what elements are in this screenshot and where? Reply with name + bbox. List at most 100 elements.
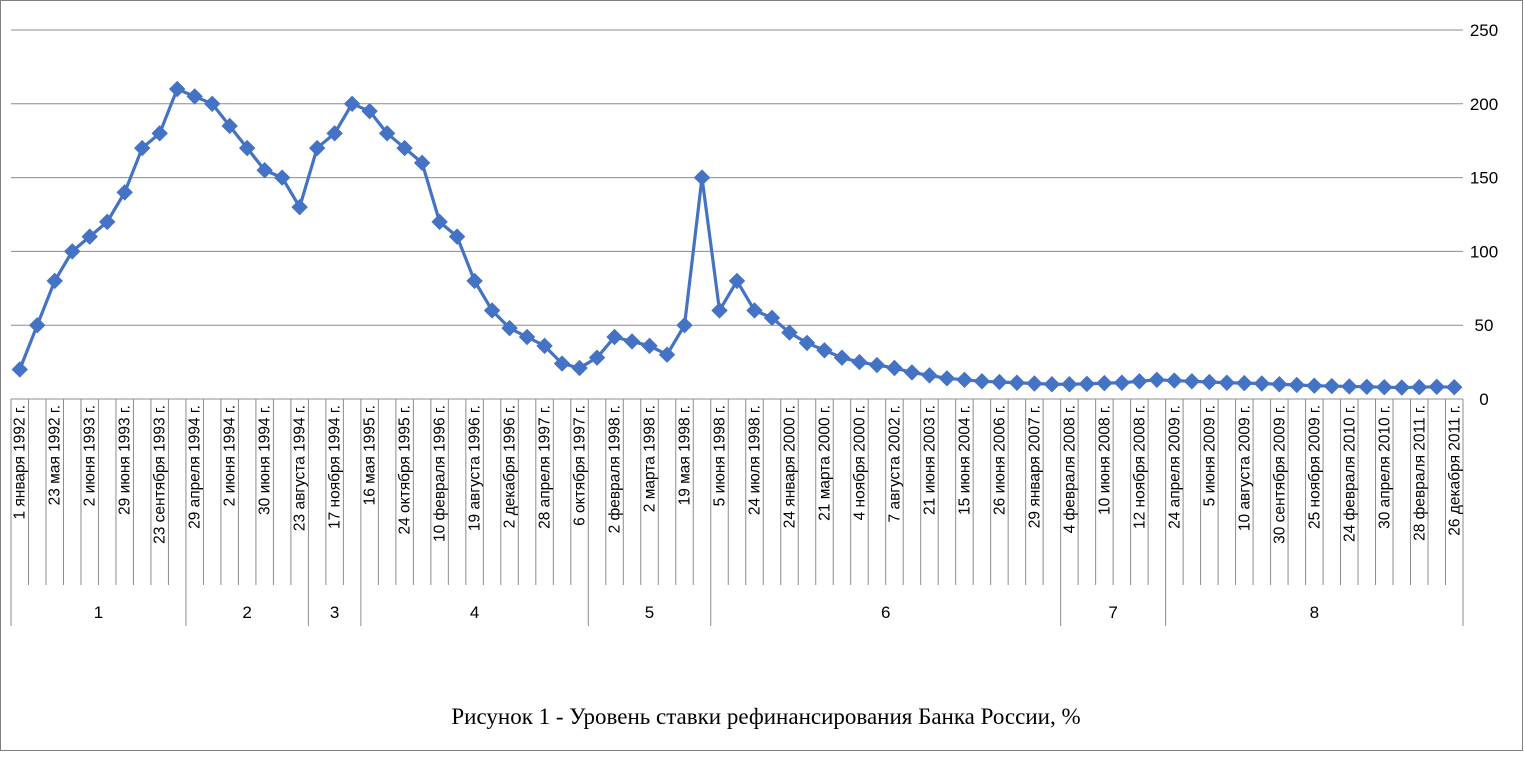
data-point [46, 272, 63, 290]
data-point [833, 349, 851, 366]
data-point [868, 356, 886, 374]
data-point [518, 328, 536, 346]
data-point [606, 328, 623, 346]
x-tick-label: 4 ноября 2000 г. [851, 405, 868, 520]
data-point [501, 319, 518, 337]
data-point [396, 139, 413, 157]
data-point [781, 324, 798, 341]
x-tick-label: 1 января 1992 г. [12, 405, 29, 520]
x-tick-label: 2 июня 1993 г. [82, 405, 99, 506]
x-tick-label: 24 апреля 2009 г. [1166, 405, 1183, 529]
group-label: 4 [470, 603, 479, 622]
data-point [378, 125, 396, 142]
data-point [938, 370, 956, 387]
group-label: 2 [242, 603, 251, 622]
x-tick-label: 7 августа 2002 г. [886, 405, 903, 522]
group-label: 8 [1310, 603, 1319, 622]
x-tick-label: 2 марта 1998 г. [642, 405, 659, 512]
data-point [676, 316, 693, 334]
data-point [221, 117, 238, 135]
data-point [711, 302, 728, 319]
data-point [1183, 373, 1201, 390]
data-point [991, 373, 1008, 391]
data-point [1428, 378, 1445, 396]
data-point [99, 213, 116, 231]
data-point [693, 169, 711, 186]
data-point [1341, 378, 1358, 395]
x-tick-label: 2 июня 1994 г. [222, 405, 239, 506]
x-tick-label: 26 декабря 2011 г. [1446, 405, 1463, 536]
data-point [1043, 376, 1061, 393]
y-tick-label: 100 [1470, 242, 1498, 261]
x-tick-label: 4 февраля 2008 г. [1061, 405, 1078, 533]
data-point [921, 367, 938, 384]
x-tick-label: 25 ноября 2009 г. [1306, 405, 1323, 529]
data-point [151, 125, 168, 142]
data-point [1026, 375, 1043, 392]
x-tick-label: 30 сентября 2009 г. [1271, 405, 1288, 544]
x-tick-label: 19 августа 1996 г. [467, 405, 484, 531]
data-point [1323, 377, 1341, 395]
x-tick-label: 2 февраля 1998 г. [607, 405, 624, 533]
data-point [1253, 375, 1271, 392]
data-point [203, 95, 221, 113]
data-point [1113, 374, 1131, 391]
data-point [1271, 376, 1288, 393]
data-point [448, 228, 466, 245]
data-point [903, 364, 921, 381]
x-tick-label: 15 июня 2004 г. [956, 405, 973, 515]
x-tick-label: 5 июня 2009 г. [1201, 405, 1218, 506]
y-tick-label: 250 [1470, 21, 1498, 40]
x-tick-label: 10 февраля 1996 г. [432, 405, 449, 542]
group-label: 7 [1108, 603, 1117, 622]
data-point [1376, 378, 1393, 396]
data-point [623, 333, 641, 350]
data-point [1166, 372, 1183, 389]
x-tick-label: 30 апреля 2010 г. [1376, 405, 1393, 529]
data-point [1236, 374, 1253, 392]
data-point [536, 337, 553, 355]
x-tick-label: 28 февраля 2011 г. [1411, 405, 1428, 541]
data-point [1131, 373, 1148, 390]
data-point [1201, 373, 1218, 391]
data-point [1078, 375, 1096, 393]
data-point [273, 169, 291, 186]
data-point [81, 228, 98, 245]
data-point [816, 342, 833, 359]
data-point [973, 373, 991, 390]
data-point [641, 337, 658, 355]
x-tick-label: 24 июля 1998 г. [746, 405, 763, 515]
data-point [1061, 376, 1078, 393]
data-point [413, 154, 431, 172]
x-tick-label: 16 мая 1995 г. [362, 405, 379, 505]
data-point [483, 302, 501, 319]
data-point [1446, 378, 1463, 396]
data-point [431, 213, 448, 231]
x-tick-label: 21 июня 2003 г. [921, 405, 938, 515]
data-point [1096, 374, 1113, 392]
data-point [571, 359, 588, 377]
data-point [728, 272, 746, 290]
x-tick-label: 23 мая 1992 г. [47, 405, 64, 505]
data-point [763, 309, 781, 327]
x-tick-label: 28 апреля 1997 г. [537, 405, 554, 529]
data-point [29, 316, 46, 334]
x-tick-label: 5 июня 1998 г. [712, 405, 729, 506]
x-tick-label: 12 ноября 2008 г. [1131, 405, 1148, 529]
gridlines [11, 29, 1463, 326]
data-point [466, 272, 483, 290]
group-label: 5 [645, 603, 654, 622]
data-point [798, 334, 816, 352]
x-tick-label: 26 июня 2006 г. [991, 405, 1008, 515]
data-point [291, 198, 308, 216]
data-point [64, 243, 81, 260]
group-label: 1 [94, 603, 103, 622]
x-tick-label: 24 октября 1995 г. [397, 405, 414, 534]
data-point [886, 359, 903, 377]
data-point [588, 349, 606, 366]
data-point [956, 371, 973, 389]
data-point [851, 353, 868, 371]
